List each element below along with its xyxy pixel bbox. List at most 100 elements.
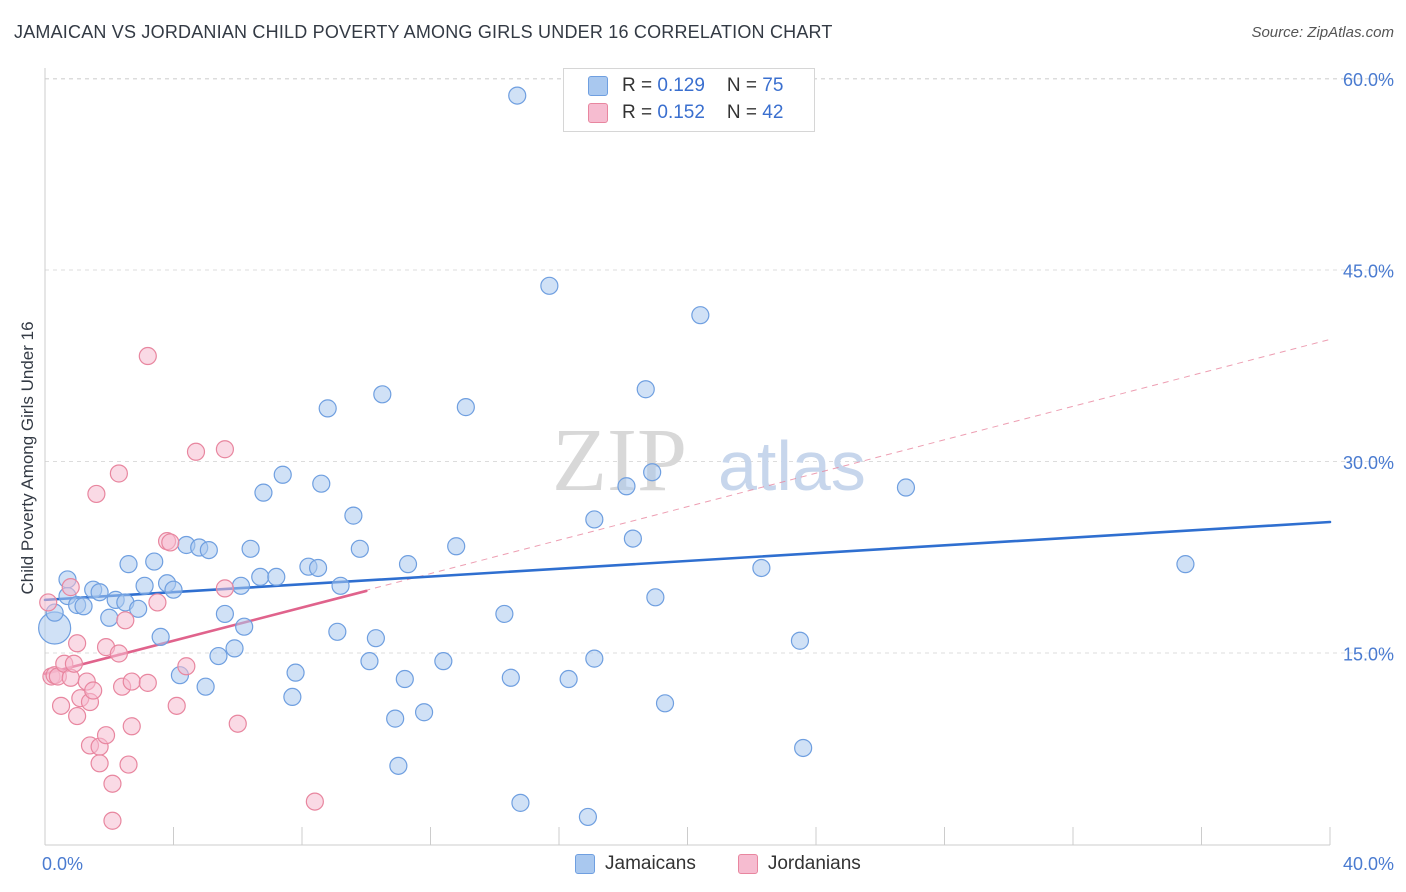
data-point (540, 276, 559, 295)
data-point (148, 593, 167, 612)
data-point (398, 555, 418, 574)
data-point (331, 576, 350, 595)
x-tick-label: 40.0% (1343, 854, 1394, 874)
data-point (267, 567, 286, 587)
data-point (585, 649, 604, 668)
data-point (447, 537, 466, 556)
legend-swatch-jamaicans (588, 76, 608, 96)
data-point (84, 681, 103, 700)
legend-swatch-jordanians (737, 854, 758, 874)
data-point (161, 533, 180, 552)
legend-row-jamaicans: R = 0.129 N = 75 (588, 74, 783, 98)
data-point (366, 629, 385, 648)
data-point (164, 580, 183, 599)
data-point (228, 714, 247, 733)
data-point (122, 717, 141, 736)
data-point (283, 687, 302, 707)
y-tick-label: 30.0% (1343, 453, 1394, 473)
data-point (116, 611, 135, 630)
data-point (231, 576, 251, 595)
data-point (100, 608, 119, 627)
legend-n-value: 75 (762, 75, 784, 96)
y-tick-label: 15.0% (1343, 645, 1394, 665)
data-point (456, 398, 475, 417)
data-point (286, 663, 305, 682)
data-point (103, 811, 122, 830)
data-point (109, 464, 128, 483)
watermark-zip: ZIP (552, 411, 687, 510)
stats-legend: R = 0.129 N = 75 R = 0.152 N = 42 (563, 68, 815, 132)
data-point (90, 754, 109, 773)
legend-item-jamaicans[interactable]: Jamaicans (575, 853, 696, 875)
data-point (511, 793, 530, 812)
data-point (119, 555, 138, 574)
legend-item-jordanians[interactable]: Jordanians (737, 853, 861, 875)
data-point (508, 86, 527, 105)
data-point (87, 484, 106, 504)
data-point (414, 703, 434, 722)
series-jordanians (39, 346, 324, 830)
data-point (643, 463, 662, 482)
data-point (215, 440, 234, 459)
data-point (68, 706, 87, 726)
series-jamaicans (38, 86, 1195, 827)
data-point (617, 477, 636, 496)
data-point (225, 639, 244, 658)
data-point (39, 593, 58, 612)
data-point (103, 774, 122, 793)
data-point (646, 588, 665, 607)
legend-row-jordanians: R = 0.152 N = 42 (588, 101, 783, 125)
data-point (177, 657, 196, 676)
axes (44, 68, 1331, 846)
data-point (501, 668, 520, 687)
data-point (305, 792, 324, 811)
data-point (655, 694, 675, 713)
data-point (68, 634, 87, 653)
legend-r-label: R = (622, 102, 658, 123)
data-point (389, 756, 408, 775)
data-point (794, 738, 813, 758)
data-point (135, 576, 154, 595)
data-point (344, 506, 363, 525)
data-point (386, 709, 405, 728)
data-point (138, 346, 157, 366)
data-point (360, 652, 379, 671)
data-point (145, 552, 164, 571)
data-point (752, 558, 771, 578)
data-point (122, 672, 141, 691)
chart-title: JAMAICAN VS JORDANIAN CHILD POVERTY AMON… (14, 22, 833, 42)
data-point (138, 673, 157, 692)
data-point (196, 677, 215, 696)
data-point (495, 604, 514, 624)
data-point (251, 567, 270, 587)
data-point (199, 540, 218, 560)
legend-swatch-jordanians (588, 103, 608, 123)
legend-swatch-jamaicans (575, 854, 595, 874)
series-legend: Jamaicans Jordanians (575, 853, 903, 875)
legend-r-value: 0.152 (657, 102, 705, 123)
data-point (623, 529, 642, 548)
y-tick-label: 45.0% (1343, 262, 1394, 282)
legend-n-value: 42 (762, 102, 784, 123)
data-point (74, 597, 93, 616)
legend-r-value: 0.129 (657, 75, 705, 96)
data-point (790, 631, 810, 650)
data-point (61, 578, 80, 597)
data-point (318, 399, 337, 418)
data-point (308, 558, 328, 578)
data-point (90, 583, 109, 602)
watermark: ZIP atlas (552, 411, 866, 510)
data-point (273, 465, 292, 484)
data-point (151, 627, 170, 647)
y-tick-label: 60.0% (1343, 70, 1394, 90)
data-point (186, 442, 206, 461)
data-point (209, 646, 228, 666)
y-axis-label: Child Poverty Among Girls Under 16 (18, 321, 37, 594)
data-point (1176, 555, 1195, 574)
data-point (578, 807, 598, 827)
data-point (395, 669, 414, 689)
data-point (636, 380, 655, 399)
data-point (215, 579, 234, 598)
data-point (51, 696, 71, 715)
data-point (241, 539, 260, 558)
